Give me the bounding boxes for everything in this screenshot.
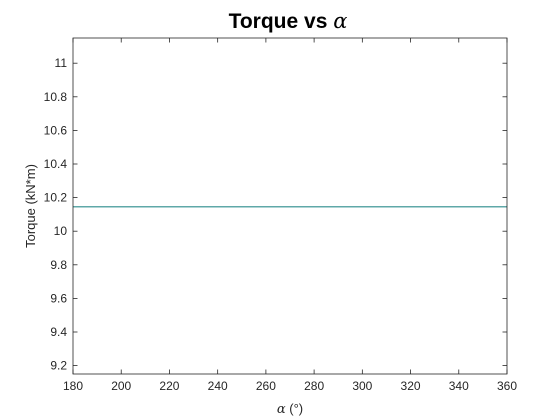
y-tick-label: 10 xyxy=(54,224,68,238)
chart-title-symbol: α xyxy=(333,9,347,33)
x-tick-label: 360 xyxy=(497,379,517,393)
x-tick-label: 320 xyxy=(401,379,421,393)
x-tick-label: 220 xyxy=(159,379,179,393)
x-tick-label: 200 xyxy=(111,379,131,393)
x-tick-label: 340 xyxy=(449,379,469,393)
x-axis-label-text: (°) xyxy=(286,401,303,416)
plot-area xyxy=(73,38,507,374)
y-axis-label: Torque (kN*m) xyxy=(23,164,38,248)
x-axis-label: α (°) xyxy=(277,401,303,417)
chart-title: Torque vs α xyxy=(229,9,348,33)
x-tick-label: 240 xyxy=(208,379,228,393)
x-tick-label: 300 xyxy=(352,379,372,393)
y-tick-label: 10.8 xyxy=(44,90,68,104)
x-tick-label: 260 xyxy=(256,379,276,393)
plot-frame xyxy=(72,37,508,375)
y-tick-label: 10.2 xyxy=(44,191,68,205)
y-tick-label: 11 xyxy=(55,56,68,70)
x-axis-label-symbol: α xyxy=(277,402,286,417)
y-tick-label: 9.6 xyxy=(50,291,67,305)
chart-title-text: Torque vs xyxy=(229,10,334,33)
x-tick-label: 280 xyxy=(304,379,324,393)
tick-layer: 180 200 220 240 260 280 300 320 340 360 9.2 9.4 9.6 9… xyxy=(44,38,517,393)
y-tick-label: 9.4 xyxy=(50,325,67,339)
y-tick-label: 10.4 xyxy=(44,157,68,171)
x-tick-label: 180 xyxy=(63,379,83,393)
y-tick-label: 9.2 xyxy=(50,359,67,373)
y-tick-label: 10.6 xyxy=(44,123,68,137)
y-tick-label: 9.8 xyxy=(50,258,67,272)
